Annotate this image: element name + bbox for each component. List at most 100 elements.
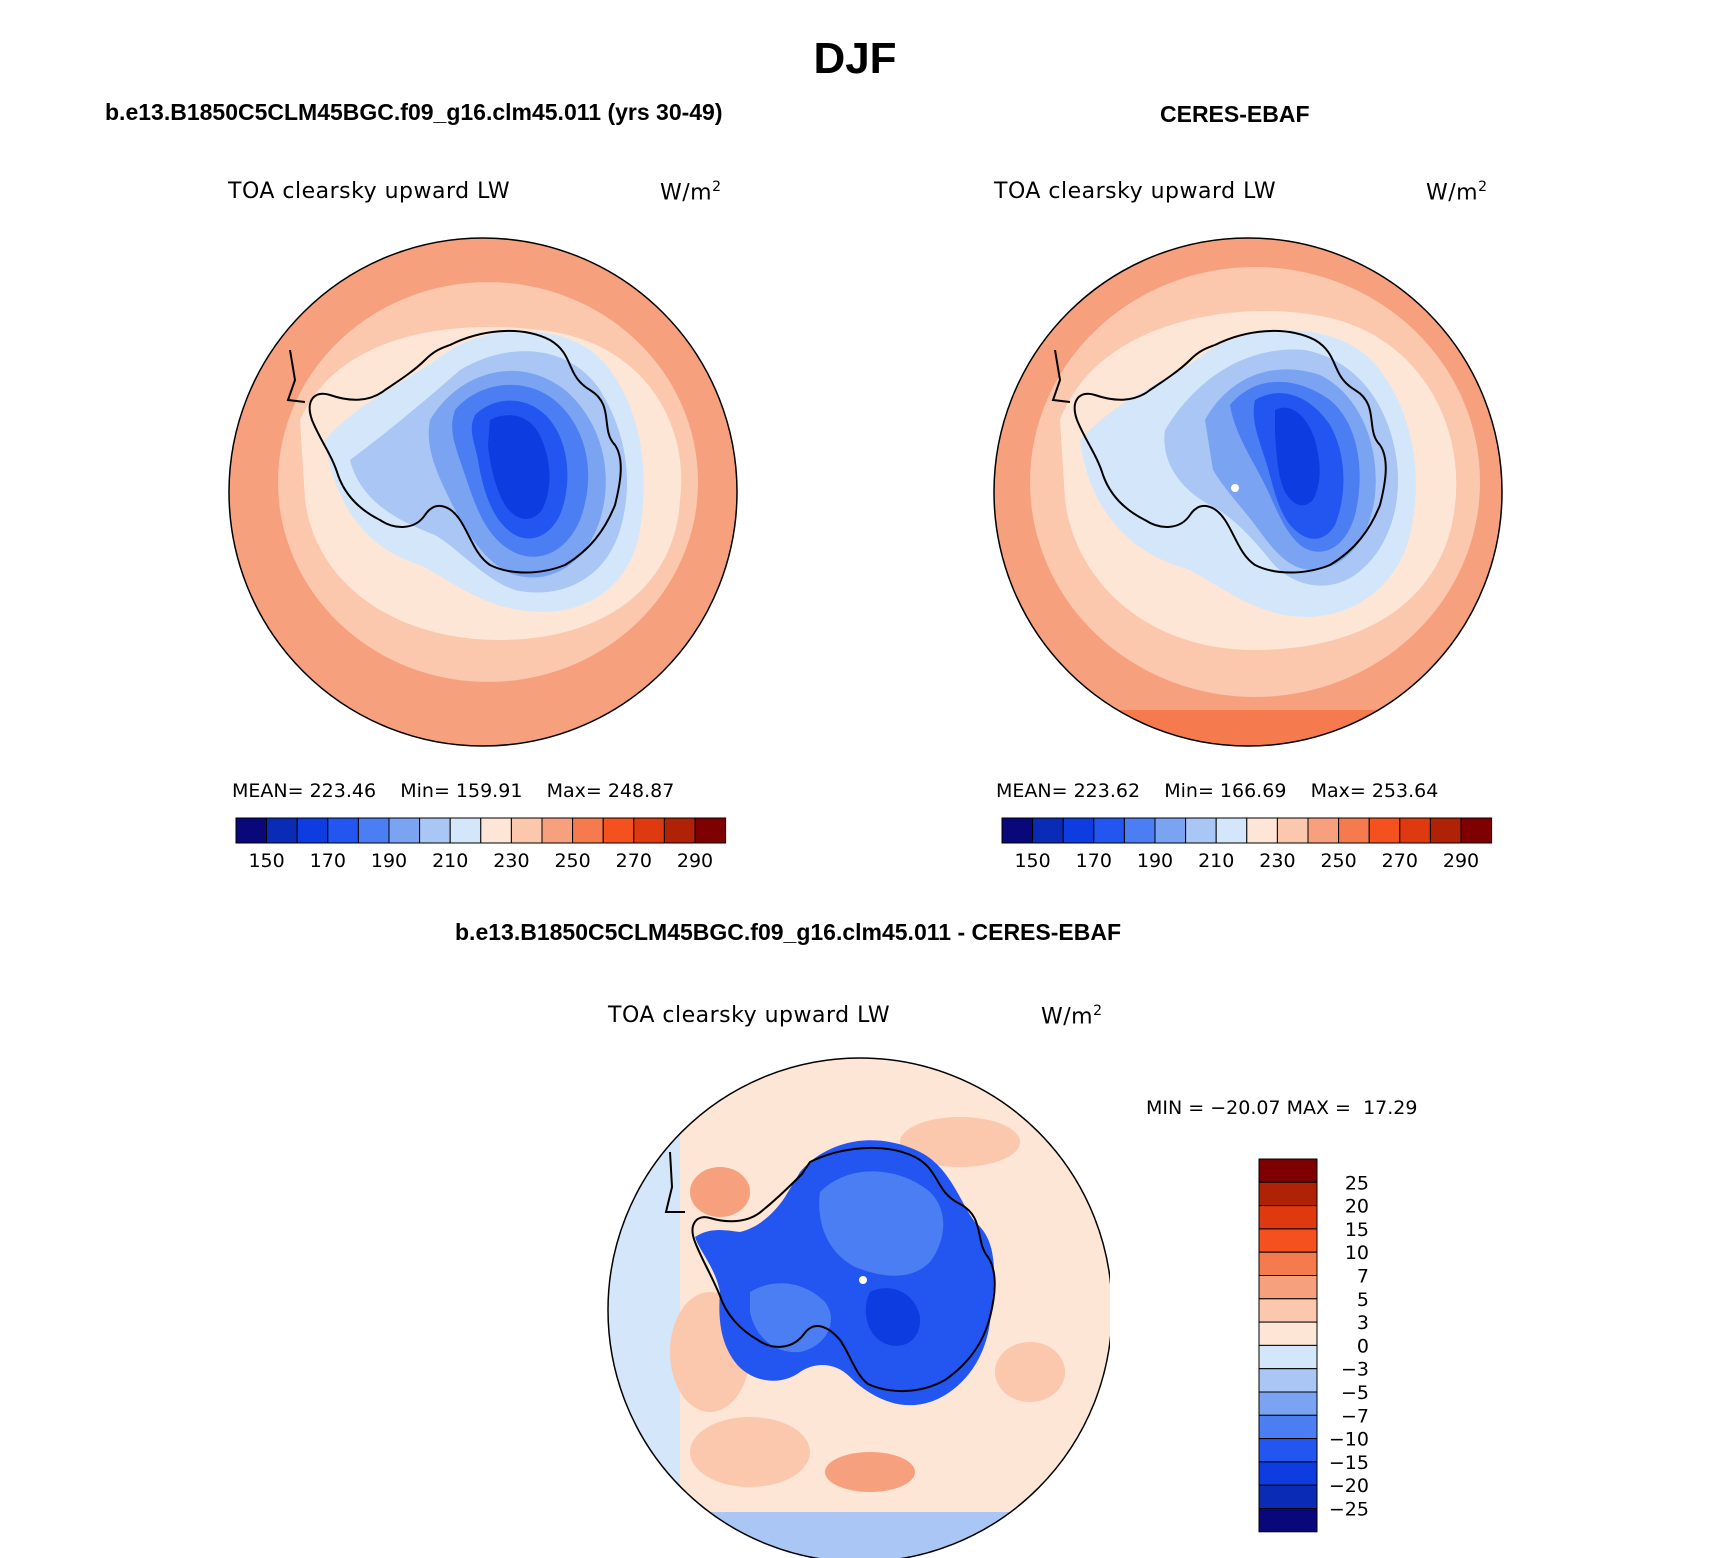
- model-min-value: 159.91: [455, 780, 523, 802]
- obs-colorbar-tick-label: 270: [1382, 850, 1418, 872]
- obs-colorbar-swatch: [1429, 817, 1462, 844]
- model-colorbar-tick-label: 190: [371, 850, 407, 872]
- model-colorbar-swatch: [235, 817, 268, 844]
- obs-colorbar-tick-label: 170: [1076, 850, 1112, 872]
- diff-colorbar-swatch: [1258, 1321, 1318, 1346]
- diff-colorbar-tick-label: −20: [1329, 1475, 1369, 1497]
- model-colorbar: 150 170 190 210 230 250 270 290: [235, 817, 727, 872]
- model-colorbar-swatch: [480, 817, 512, 844]
- model-colorbar-tick-label: 150: [248, 850, 284, 872]
- obs-variable-label: TOA clearsky upward LW: [994, 179, 1277, 204]
- diff-colorbar-tick-label: 7: [1357, 1266, 1369, 1288]
- diff-colorbar-tick-label: −25: [1329, 1499, 1369, 1521]
- model-colorbar-tick-label: 270: [616, 850, 652, 872]
- obs-colorbar-swatch: [1276, 817, 1309, 844]
- diff-colorbar-swatch: [1258, 1228, 1318, 1253]
- model-map: [228, 237, 738, 747]
- model-colorbar-tick-label: 250: [554, 850, 590, 872]
- diff-colorbar-swatch: [1258, 1414, 1318, 1440]
- diff-colorbar-swatch: [1258, 1438, 1318, 1463]
- model-variable-label: TOA clearsky upward LW: [228, 179, 511, 204]
- model-panel-title: b.e13.B1850C5CLM45BGC.f09_g16.clm45.011 …: [105, 99, 723, 125]
- diff-colorbar-tick-label: −10: [1329, 1429, 1369, 1451]
- obs-map: [993, 237, 1503, 747]
- model-colorbar-swatch: [388, 817, 421, 844]
- obs-colorbar-swatch: [1185, 817, 1217, 844]
- diff-colorbar-tick-label: 25: [1345, 1172, 1369, 1194]
- diff-colorbar-tick-label: −3: [1341, 1359, 1369, 1381]
- model-colorbar-swatch: [510, 817, 543, 844]
- diff-colorbar-swatch: [1258, 1391, 1318, 1416]
- diff-max-value: 17.29: [1363, 1097, 1418, 1119]
- diff-colorbar-swatch: [1258, 1461, 1318, 1486]
- obs-max-value: 253.64: [1371, 780, 1439, 802]
- obs-colorbar-swatch: [1215, 817, 1248, 844]
- model-colorbar-swatch: [541, 817, 574, 844]
- diff-colorbar-swatch: [1258, 1158, 1318, 1183]
- model-mean-value: 223.46: [309, 780, 377, 802]
- model-stats: MEAN= 223.46 Min= 159.91 Max= 248.87: [232, 780, 675, 802]
- diff-map: [607, 1057, 1110, 1558]
- diff-colorbar-swatch: [1258, 1344, 1318, 1370]
- diff-colorbar-tick-label: −5: [1341, 1382, 1369, 1404]
- model-colorbar-swatch: [327, 817, 359, 844]
- model-colorbar-swatch: [633, 817, 665, 844]
- obs-map-field: [994, 238, 1502, 746]
- obs-coastline: [1073, 330, 1387, 574]
- diff-colorbar-swatch: [1258, 1181, 1318, 1207]
- obs-colorbar-tick-label: 230: [1259, 850, 1295, 872]
- obs-stats: MEAN= 223.62 Min= 166.69 Max= 253.64: [996, 780, 1439, 802]
- model-coastline: [308, 330, 622, 574]
- obs-colorbar-swatch: [1460, 817, 1493, 844]
- obs-colorbar-swatch: [1001, 817, 1034, 844]
- model-units-label: W/m2: [660, 179, 722, 206]
- model-colorbar-swatch: [419, 817, 451, 844]
- diff-variable-label: TOA clearsky upward LW: [608, 1003, 891, 1028]
- obs-colorbar-tick-label: 150: [1014, 850, 1050, 872]
- diff-colorbar-tick-label: 20: [1345, 1196, 1369, 1218]
- diff-coastline: [691, 1147, 996, 1392]
- model-colorbar-swatch: [572, 817, 604, 844]
- obs-colorbar-swatch: [1307, 817, 1340, 844]
- obs-colorbar-tick-label: 210: [1198, 850, 1234, 872]
- obs-colorbar-swatch: [1338, 817, 1370, 844]
- obs-colorbar-swatch: [1062, 817, 1095, 844]
- obs-units-label: W/m2: [1426, 179, 1488, 206]
- obs-colorbar-swatch: [1399, 817, 1431, 844]
- obs-colorbar-swatch: [1368, 817, 1401, 844]
- model-map-border: [228, 237, 738, 747]
- obs-colorbar-tick-label: 190: [1137, 850, 1173, 872]
- diff-min-value: −20.07: [1210, 1097, 1281, 1119]
- diff-colorbar-swatch: [1258, 1275, 1318, 1300]
- diff-colorbar-tick-label: 3: [1357, 1312, 1369, 1334]
- obs-colorbar-swatch: [1123, 817, 1156, 844]
- obs-min-value: 166.69: [1219, 780, 1287, 802]
- diff-colorbar-tick-label: 10: [1345, 1242, 1369, 1264]
- model-colorbar-swatch: [694, 817, 727, 844]
- model-colorbar-tick-label: 230: [493, 850, 529, 872]
- model-colorbar-swatch: [357, 817, 390, 844]
- diff-units-label: W/m2: [1041, 1003, 1103, 1030]
- obs-colorbar-tick-label: 250: [1320, 850, 1356, 872]
- model-map-field: [229, 238, 737, 746]
- diff-colorbar-tick-label: 5: [1357, 1289, 1369, 1311]
- obs-panel-title: CERES-EBAF: [1160, 101, 1310, 127]
- diff-map-border: [607, 1057, 1110, 1558]
- diff-colorbar-swatch: [1258, 1484, 1318, 1510]
- obs-mean-value: 223.62: [1073, 780, 1141, 802]
- model-colorbar-tick-label: 210: [432, 850, 468, 872]
- model-colorbar-swatch: [602, 817, 635, 844]
- diff-colorbar-tick-label: −7: [1341, 1405, 1369, 1427]
- diff-colorbar-tick-label: 0: [1357, 1335, 1369, 1357]
- obs-colorbar-swatch: [1246, 817, 1278, 844]
- obs-colorbar-swatch: [1032, 817, 1064, 844]
- diff-colorbar-tick-label: −15: [1329, 1452, 1369, 1474]
- model-max-value: 248.87: [607, 780, 675, 802]
- main-title: DJF: [813, 34, 897, 83]
- diff-colorbar-swatch: [1258, 1251, 1318, 1276]
- diff-colorbar-swatch: [1258, 1508, 1318, 1533]
- obs-colorbar-tick-label: 290: [1443, 850, 1479, 872]
- diff-stats: MIN = −20.07 MAX = 17.29: [1146, 1097, 1418, 1119]
- model-colorbar-tick-label: 170: [310, 850, 346, 872]
